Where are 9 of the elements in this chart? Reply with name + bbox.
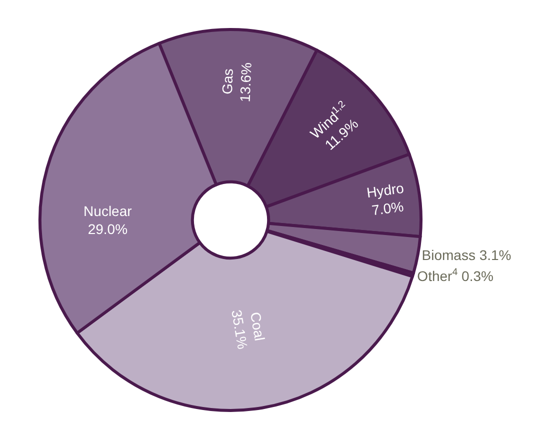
slice-label: Gas — [218, 68, 236, 95]
data-label: 29.0% — [88, 221, 128, 238]
slice-label: Nuclear — [84, 202, 132, 219]
data-label: 7.0% — [370, 198, 404, 218]
data-label: 13.6% — [236, 62, 254, 102]
slice-label: Hydro — [366, 180, 405, 201]
slice-label: Other$^{4}$ — [417, 267, 458, 284]
slice-label: Biomass 3.1% — [422, 247, 512, 264]
data-label: 0.3% — [462, 268, 494, 284]
